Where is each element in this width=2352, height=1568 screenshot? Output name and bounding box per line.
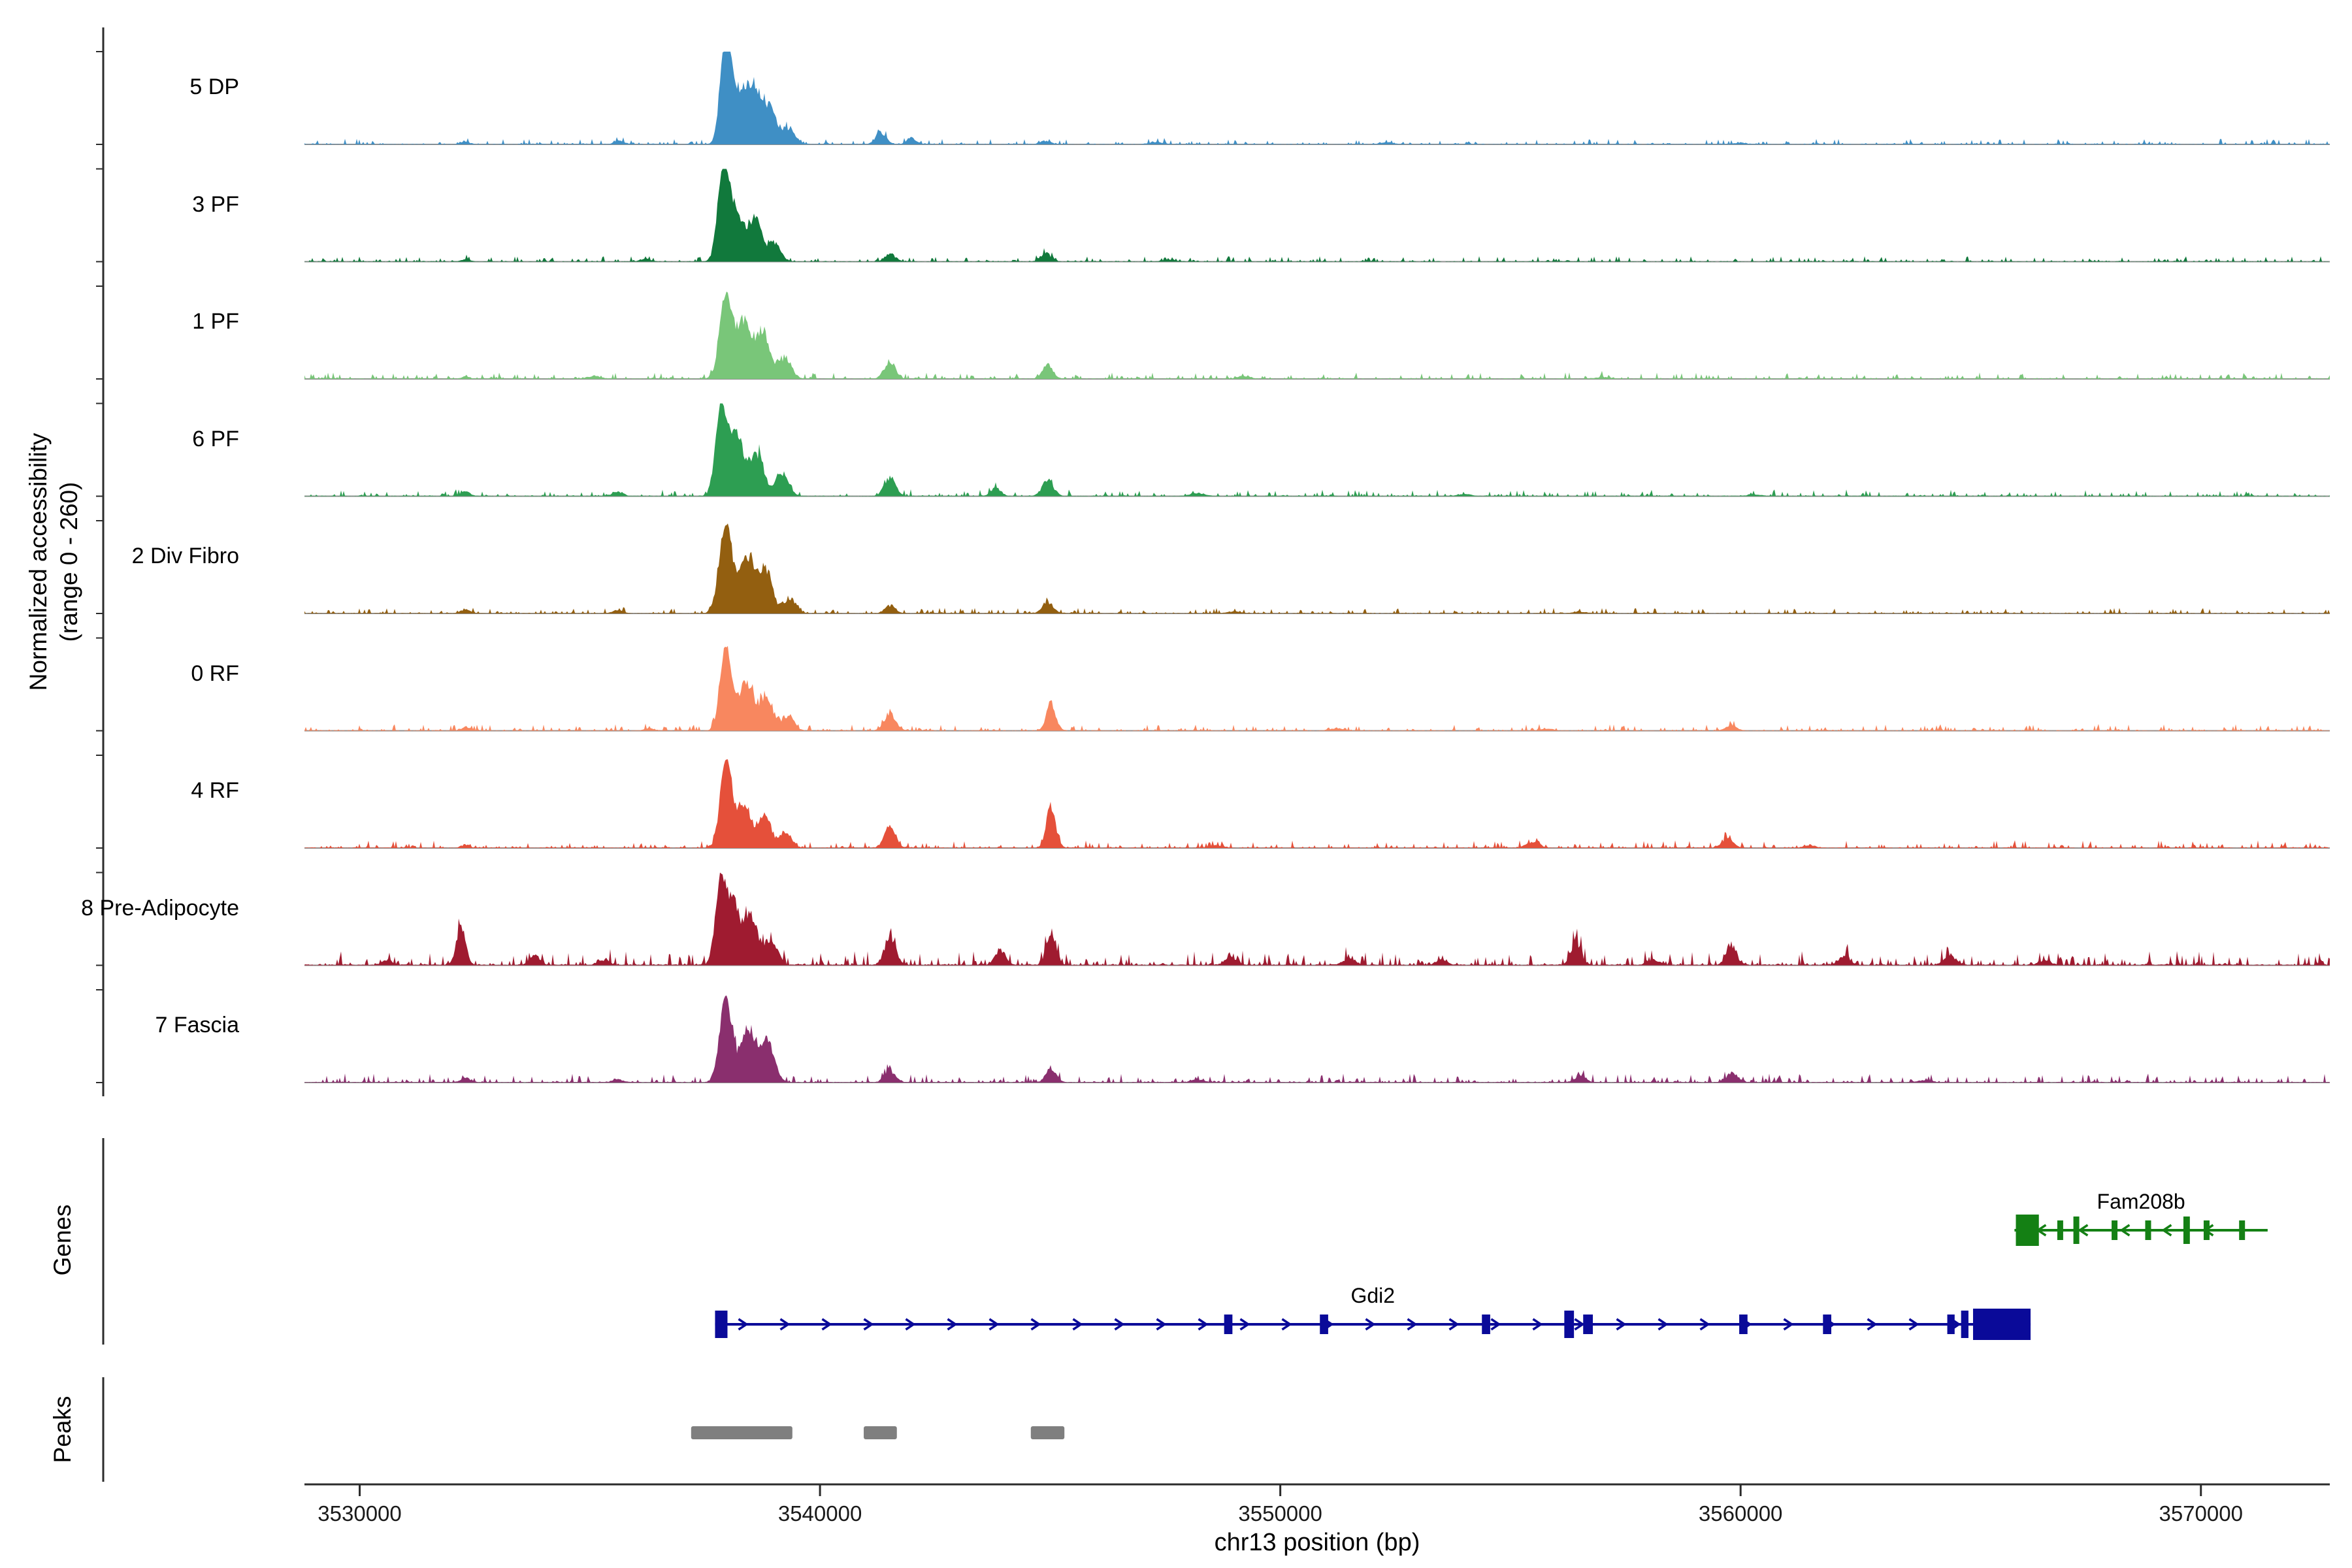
- strand-arrow: [1783, 1318, 1794, 1331]
- strand-arrow: [1532, 1318, 1543, 1331]
- track-label-0: 5 DP: [189, 74, 239, 99]
- strand-arrow: [779, 1318, 791, 1331]
- gene-label-Gdi2: Gdi2: [1350, 1284, 1396, 1307]
- coverage-signal-1: [304, 169, 2330, 262]
- exon-Fam208b: [2203, 1220, 2210, 1240]
- exon-Gdi2: [1972, 1309, 2031, 1340]
- coverage-signal-8: [304, 995, 2330, 1083]
- exon-Fam208b: [2183, 1217, 2190, 1244]
- strand-arrow: [1448, 1318, 1460, 1331]
- coverage-signal-5: [304, 645, 2330, 731]
- exon-Fam208b: [2112, 1220, 2118, 1240]
- strand-arrow: [738, 1318, 749, 1331]
- exon-Gdi2: [1947, 1315, 1955, 1334]
- exon-Gdi2: [1961, 1311, 1968, 1338]
- track-label-4: 2 Div Fibro: [131, 544, 239, 568]
- strand-arrow: [947, 1318, 958, 1331]
- gene-label-Fam208b: Fam208b: [2097, 1190, 2185, 1213]
- peak-region-2: [1030, 1426, 1065, 1439]
- strand-arrow: [1281, 1318, 1292, 1331]
- exon-Fam208b: [2057, 1220, 2063, 1240]
- strand-arrow: [863, 1318, 874, 1331]
- strand-arrow: [1616, 1318, 1627, 1331]
- exon-Gdi2: [1482, 1315, 1490, 1334]
- exon-Fam208b: [2239, 1220, 2246, 1240]
- strand-arrow: [1198, 1318, 1209, 1331]
- track-label-8: 7 Fascia: [155, 1013, 240, 1037]
- genes-section-label: Genes: [49, 1204, 76, 1276]
- strand-arrow: [1365, 1318, 1376, 1331]
- strand-arrow: [1030, 1318, 1041, 1331]
- coverage-signal-6: [304, 759, 2330, 848]
- peaks-section-label: Peaks: [49, 1396, 76, 1463]
- strand-arrow: [988, 1318, 1000, 1331]
- exon-Fam208b: [2145, 1220, 2151, 1240]
- strand-arrow: [1908, 1318, 1919, 1331]
- track-label-1: 3 PF: [192, 191, 239, 217]
- x-axis-label: chr13 position (bp): [1214, 1529, 1420, 1556]
- x-tick-label-3570000: 3570000: [2159, 1501, 2243, 1526]
- x-tick-label-3550000: 3550000: [1238, 1501, 1322, 1526]
- track-label-6: 4 RF: [191, 778, 239, 803]
- strand-arrow: [905, 1318, 916, 1331]
- exon-Gdi2: [1320, 1315, 1328, 1334]
- coverage-signal-7: [304, 872, 2330, 966]
- coverage-signal-3: [304, 403, 2330, 497]
- strand-arrow: [1658, 1318, 1669, 1331]
- strand-arrow: [1407, 1318, 1418, 1331]
- coverage-signal-4: [304, 523, 2330, 613]
- exon-Gdi2: [1224, 1315, 1233, 1334]
- track-label-7: 8 Pre-Adipocyte: [81, 895, 239, 921]
- strand-arrow: [1574, 1318, 1585, 1331]
- x-tick-label-3560000: 3560000: [1698, 1501, 1783, 1526]
- peak-region-0: [691, 1426, 792, 1439]
- x-tick-label-3540000: 3540000: [777, 1501, 862, 1526]
- strand-arrow: [2161, 1224, 2172, 1237]
- track-label-5: 0 RF: [191, 661, 239, 686]
- exon-Gdi2: [1564, 1311, 1575, 1338]
- strand-arrow: [1490, 1318, 1501, 1331]
- exon-Gdi2: [715, 1311, 728, 1338]
- exon-Gdi2: [1583, 1315, 1593, 1334]
- strand-arrow: [1072, 1318, 1083, 1331]
- track-label-3: 6 PF: [192, 426, 239, 451]
- strand-arrow: [821, 1318, 832, 1331]
- exon-Gdi2: [1739, 1315, 1748, 1334]
- strand-arrow: [1156, 1318, 1167, 1331]
- exon-Fam208b: [2073, 1217, 2080, 1244]
- strand-arrow: [2078, 1224, 2089, 1237]
- exon-Fam208b: [2016, 1215, 2039, 1246]
- strand-arrow: [2119, 1224, 2131, 1237]
- peak-region-1: [864, 1426, 897, 1439]
- strand-arrow: [1699, 1318, 1710, 1331]
- coverage-signal-0: [304, 52, 2330, 144]
- strand-arrow: [1114, 1318, 1125, 1331]
- x-tick-label-3530000: 3530000: [318, 1501, 402, 1526]
- coverage-signal-2: [304, 291, 2330, 379]
- exon-Gdi2: [1823, 1315, 1831, 1334]
- strand-arrow: [1239, 1318, 1250, 1331]
- strand-arrow: [1867, 1318, 1878, 1331]
- track-label-2: 1 PF: [192, 309, 239, 334]
